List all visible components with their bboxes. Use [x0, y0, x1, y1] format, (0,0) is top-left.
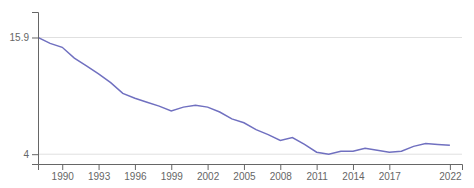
- tick: 2002: [197, 164, 220, 182]
- tick: 1999: [161, 164, 184, 182]
- tick: 15.9: [10, 32, 38, 43]
- plot-area: [38, 37, 450, 154]
- tick: 2008: [270, 164, 293, 182]
- tick-label: 2008: [270, 171, 293, 182]
- tick-label: 1996: [124, 171, 147, 182]
- tick-label: 2017: [379, 171, 402, 182]
- tick: 2022: [439, 164, 462, 182]
- tick-label: 1993: [88, 171, 111, 182]
- axis-line: [32, 13, 39, 165]
- tick: 1990: [52, 164, 75, 182]
- tick-mark: [353, 164, 354, 170]
- tick-mark: [99, 164, 100, 170]
- tick-label: 1990: [52, 171, 75, 182]
- tick-label: 2022: [439, 171, 462, 182]
- tick-label: 2014: [342, 171, 365, 182]
- grid-line: [38, 37, 462, 38]
- tick: 1993: [88, 164, 111, 182]
- tick-mark: [389, 164, 390, 170]
- tick: 2014: [342, 164, 365, 182]
- chart: 1990 1993 1996 1999 2002 2005 2008 2011 2014 2017…: [0, 0, 474, 188]
- tick: 2011: [306, 164, 328, 182]
- tick-label: 2002: [197, 171, 220, 182]
- axis-line: [39, 165, 463, 171]
- tick-mark: [317, 164, 318, 170]
- tick-mark: [280, 164, 281, 170]
- line: [38, 37, 450, 154]
- tick-label: 2011: [306, 171, 328, 182]
- tick-mark: [208, 164, 209, 170]
- tick-label: 15.9: [10, 32, 30, 43]
- tick-mark: [244, 164, 245, 170]
- tick-mark: [450, 164, 451, 170]
- y-axis: 415.9: [10, 13, 39, 165]
- grid-line: [38, 154, 462, 155]
- tick-label: 4: [23, 149, 29, 160]
- grid: [38, 37, 462, 154]
- tick-mark: [32, 37, 38, 38]
- tick-label: 2005: [233, 171, 256, 182]
- tick: 2017: [379, 164, 402, 182]
- tick-mark: [171, 164, 172, 170]
- tick: 2005: [233, 164, 256, 182]
- tick: 1996: [124, 164, 147, 182]
- x-axis: 1990 1993 1996 1999 2002 2005 2008 2011 2014 2017…: [39, 164, 463, 182]
- tick-mark: [32, 154, 38, 155]
- tick-label: 1999: [161, 171, 184, 182]
- tick: 4: [23, 149, 38, 160]
- tick-mark: [62, 164, 63, 170]
- tick-mark: [135, 164, 136, 170]
